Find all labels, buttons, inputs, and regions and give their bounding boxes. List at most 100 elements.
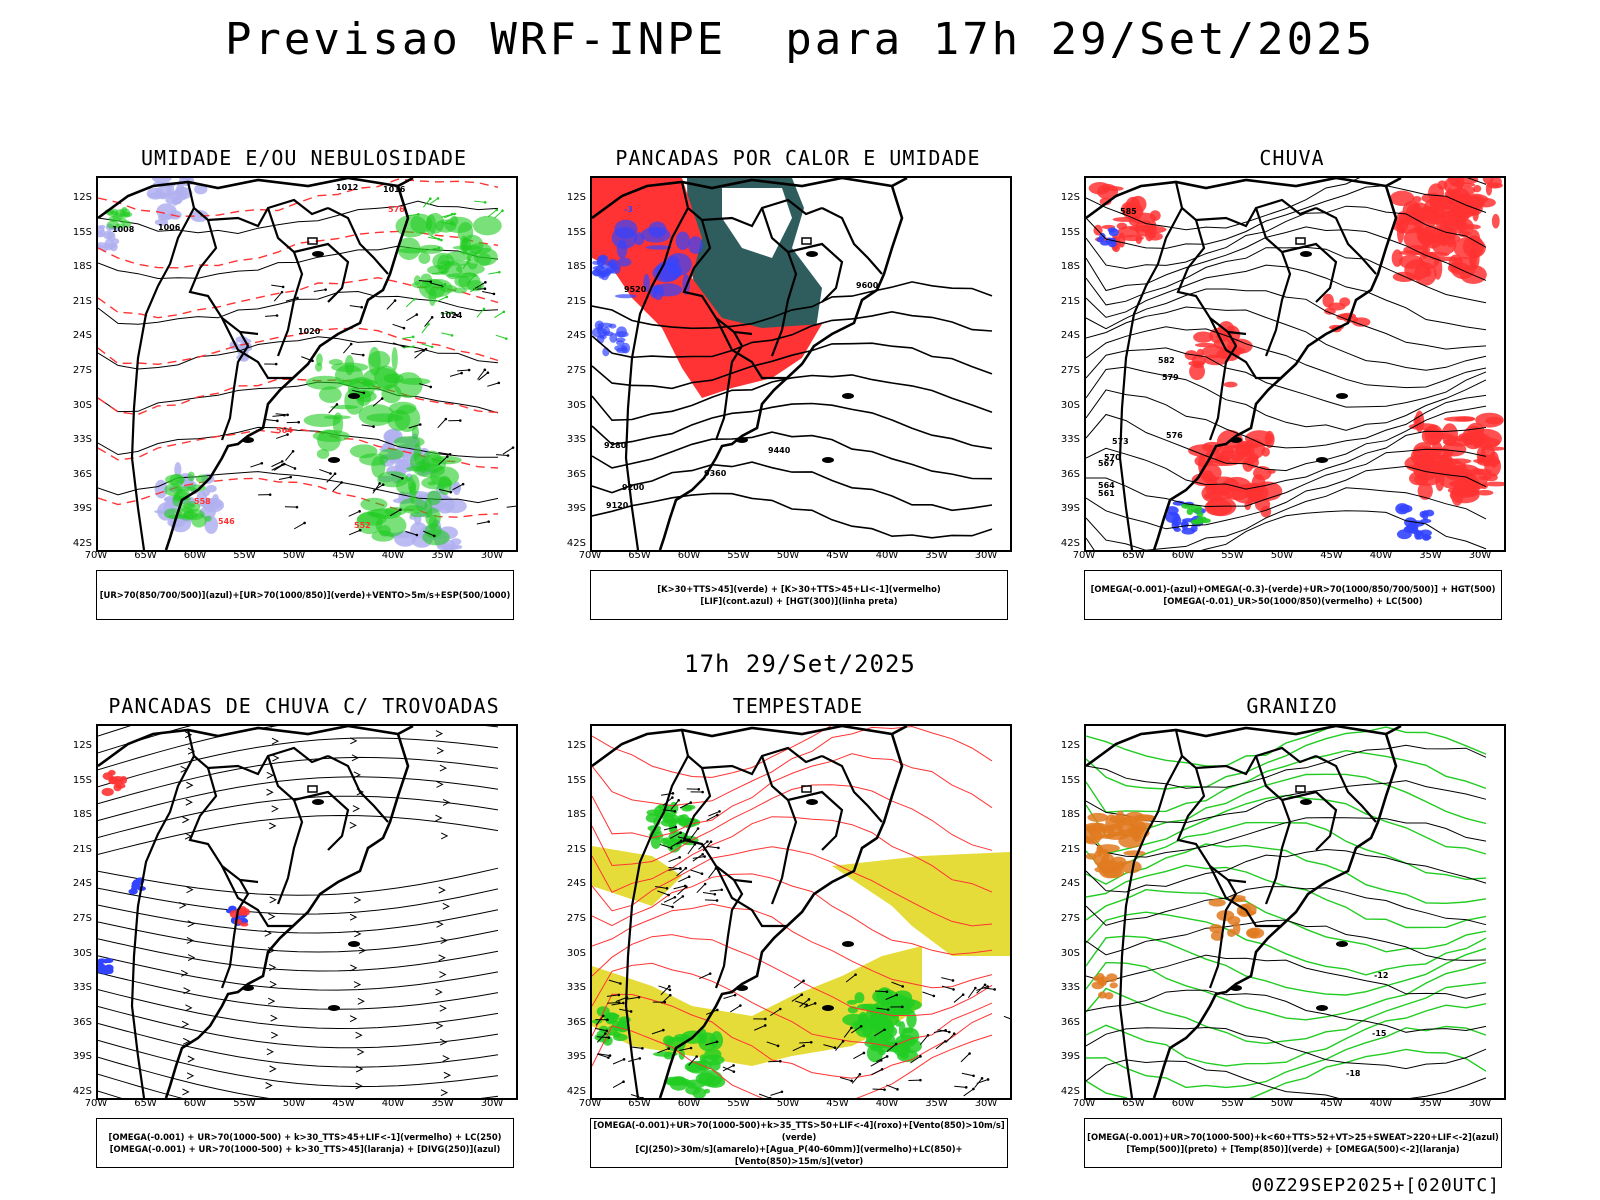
lon-tick-label: 35W [1419, 550, 1442, 561]
lon-tick-label: 45W [332, 1098, 355, 1109]
lat-tick-label: 30S [1060, 399, 1080, 411]
lat-tick-label: 15S [566, 774, 586, 786]
map-pancadas-trovoadas [96, 724, 518, 1100]
lon-tick-label: 60W [677, 1098, 701, 1109]
legend-line: [UR>70(850/700/500)](azul)+[UR>70(1000/8… [99, 590, 511, 600]
main-title: Previsao WRF-INPE para 17h 29/Set/2025 [224, 14, 1376, 65]
lon-tick-label: 60W [183, 1098, 207, 1109]
lon-tick-label: 40W [875, 550, 899, 561]
contour-label: 1020 [298, 327, 321, 336]
lat-tick-label: 21S [72, 843, 92, 855]
legend-line: [Temp(500)](preto) + [Temp(850)](verde) … [1126, 1144, 1460, 1154]
lon-tick-label: 30W [480, 1098, 504, 1109]
lon-tick-label: 55W [233, 550, 256, 561]
contour-label: 552 [354, 521, 371, 530]
map-granizo: -12 -15 -18 [1084, 724, 1506, 1100]
lat-tick-label: 33S [1060, 434, 1080, 446]
contour-label: 9520 [624, 285, 647, 294]
contour-label: 576 [1166, 431, 1183, 440]
lat-tick-label: 27S [1060, 913, 1080, 924]
lon-tick-label: 35W [925, 1098, 948, 1109]
lon-tick-label: 55W [1221, 550, 1244, 561]
legend-granizo: [OMEGA(-0.001)+UR>70(1000-500)+k<60+TTS>… [1084, 1118, 1502, 1168]
lat-tick-label: 36S [566, 1016, 586, 1028]
lat-tick-label: 24S [1060, 878, 1080, 890]
lat-tick-label: 21S [1060, 295, 1080, 307]
lon-tick-label: 70W [1072, 550, 1096, 561]
lon-tick-label: 35W [431, 1098, 454, 1109]
panel-title-pancadas-calor: PANCADAS POR CALOR E UMIDADE [615, 146, 981, 170]
lon-tick-label: 60W [1171, 1098, 1195, 1109]
contour-label: 9440 [768, 446, 791, 455]
lon-tick-label: 50W [776, 550, 800, 561]
lat-tick-label: 39S [72, 503, 92, 515]
lon-tick-label: 30W [1468, 1098, 1492, 1109]
lon-tick-label: 50W [1270, 550, 1294, 561]
lat-tick-label: 12S [1060, 192, 1080, 203]
lat-tick-label: 15S [1060, 774, 1080, 786]
lat-tick-label: 36S [72, 468, 92, 480]
contour-label: 558 [194, 497, 211, 506]
lon-tick-label: 60W [1171, 550, 1195, 561]
lat-tick-label: 24S [72, 878, 92, 890]
lat-tick-label: 12S [1060, 740, 1080, 751]
lat-tick-label: 27S [566, 365, 586, 376]
lon-tick-label: 40W [381, 550, 405, 561]
legend-line: [OMEGA(-0.001) + UR>70(1000-500) + k>30_… [108, 1132, 502, 1142]
lat-tick-label: 33S [566, 434, 586, 446]
lat-tick-label: 18S [72, 261, 92, 273]
lat-tick-label: 30S [1060, 947, 1080, 959]
lat-tick-label: 33S [1060, 982, 1080, 994]
contour-label: 582 [1158, 356, 1175, 365]
legend-line: [OMEGA(-0.001) + UR>70(1000-500) + k>30_… [109, 1144, 501, 1154]
lon-tick-label: 60W [183, 550, 207, 561]
legend-pancadas-trovoadas: [OMEGA(-0.001) + UR>70(1000-500) + k>30_… [96, 1118, 514, 1168]
lon-tick-label: 50W [776, 1098, 800, 1109]
lat-tick-label: 39S [72, 1051, 92, 1063]
lon-tick-label: 30W [974, 550, 998, 561]
lon-tick-label: 55W [233, 1098, 256, 1109]
contour-label: 9200 [622, 483, 645, 492]
lon-tick-label: 30W [480, 550, 504, 561]
lon-tick-label: 45W [826, 550, 849, 561]
lat-tick-label: 15S [566, 226, 586, 238]
lon-tick-label: 65W [628, 1098, 651, 1109]
lat-tick-label: 24S [72, 330, 92, 342]
lat-tick-label: 42S [566, 1086, 586, 1097]
lon-tick-label: 70W [84, 1098, 108, 1109]
contour-label: -3 [624, 205, 633, 214]
lat-tick-label: 30S [566, 947, 586, 959]
lat-tick-label: 42S [72, 538, 92, 549]
lat-tick-label: 33S [72, 982, 92, 994]
lon-tick-label: 45W [332, 550, 355, 561]
contour-label: -12 [1374, 971, 1388, 980]
lon-tick-label: 35W [925, 550, 948, 561]
contour-label: 9120 [606, 501, 629, 510]
lon-tick-label: 60W [677, 550, 701, 561]
lat-tick-label: 27S [72, 365, 92, 376]
panel-title-chuva: CHUVA [1259, 146, 1325, 170]
map-graphic-pancadas-calor: 9600 9520 9440 9360 9280 9200 9120 -3 [592, 178, 993, 550]
panel-title-umidade: UMIDADE E/OU NEBULOSIDADE [140, 146, 468, 170]
lat-tick-label: 36S [1060, 1016, 1080, 1028]
contour-label: 546 [218, 517, 235, 526]
lon-tick-label: 50W [282, 1098, 306, 1109]
legend-line: [OMEGA(-0.001)+UR>70(1000-500)+k>35_TTS>… [593, 1120, 1005, 1142]
contour-label: 1024 [440, 311, 463, 320]
lat-tick-label: 18S [566, 809, 586, 821]
lat-tick-label: 18S [72, 809, 92, 821]
lon-tick-label: 40W [1369, 1098, 1393, 1109]
lon-tick-label: 30W [1468, 550, 1492, 561]
lat-tick-label: 21S [1060, 843, 1080, 855]
map-graphic-umidade: 1012 1016 1008 1006 1020 1024 576 564 558 552 546 [98, 178, 516, 550]
legend-tempestade: [OMEGA(-0.001)+UR>70(1000-500)+k>35_TTS>… [590, 1118, 1008, 1168]
lon-tick-label: 65W [1122, 550, 1145, 561]
legend-line: [OMEGA(-0.001)-(azul)+OMEGA(-0.3)-(verde… [1090, 584, 1496, 594]
lon-tick-label: 55W [727, 1098, 750, 1109]
legend-line: [LIF](cont.azul) + [HGT(300)](linha pret… [700, 596, 898, 606]
contour-label: -15 [1372, 1029, 1387, 1038]
lat-tick-label: 18S [1060, 809, 1080, 821]
lat-tick-label: 12S [72, 192, 92, 203]
lat-tick-label: 39S [566, 1051, 586, 1063]
